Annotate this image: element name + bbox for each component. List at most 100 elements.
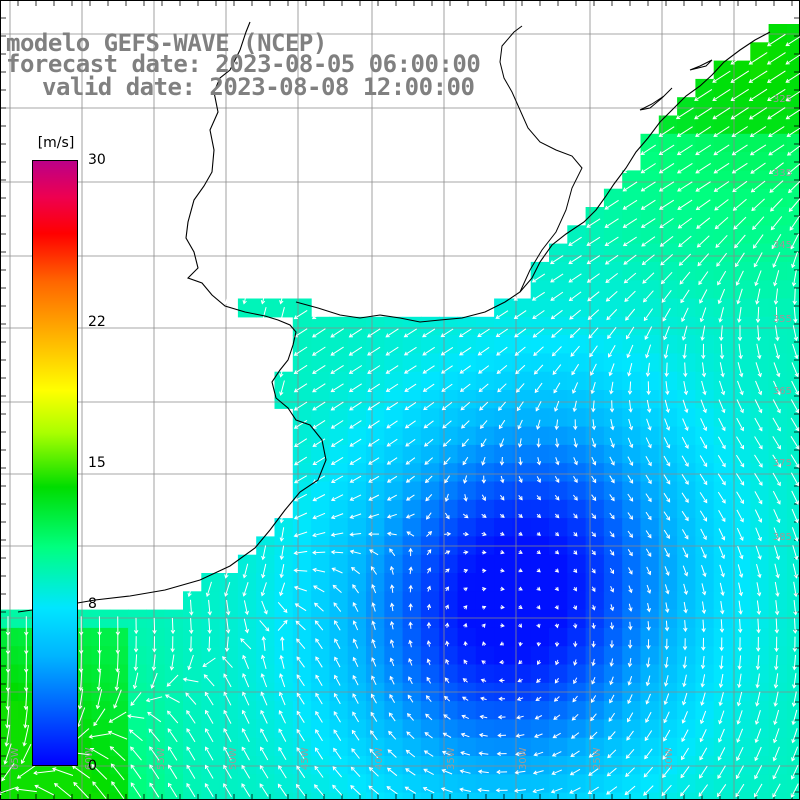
wind-vector xyxy=(348,365,363,374)
latitude-label: 325 xyxy=(773,94,792,105)
wind-speed-cell xyxy=(713,133,733,153)
wind-vector xyxy=(330,328,344,338)
wind-vector xyxy=(591,586,596,593)
wind-vector xyxy=(664,418,671,431)
latitude-label: 365 xyxy=(773,386,792,397)
wind-speed-cell xyxy=(366,609,385,629)
wind-speed-cell xyxy=(530,298,550,318)
wind-speed-cell xyxy=(494,463,513,483)
wind-vector xyxy=(481,660,486,665)
wind-vector xyxy=(97,652,102,673)
wind-vector xyxy=(296,638,306,650)
wind-speed-cell xyxy=(183,701,202,720)
wind-vector xyxy=(731,126,748,138)
wind-vector xyxy=(659,217,674,229)
wind-vector xyxy=(730,70,750,83)
wind-vector xyxy=(386,767,398,777)
wind-speed-cell xyxy=(475,426,495,446)
wind-vector xyxy=(479,714,488,720)
wind-vector xyxy=(442,732,452,738)
wind-vector xyxy=(752,216,765,231)
wind-speed-cell xyxy=(512,737,532,757)
wind-vector xyxy=(403,346,417,356)
wind-speed-cell xyxy=(677,353,696,373)
wind-vector xyxy=(609,456,615,466)
wind-vector xyxy=(5,706,10,729)
wind-speed-cell xyxy=(732,152,751,171)
wind-vector xyxy=(785,90,800,102)
wind-speed-cell xyxy=(768,627,788,647)
wind-vector xyxy=(14,787,37,793)
wind-vector xyxy=(368,494,380,501)
wind-vector xyxy=(330,364,344,374)
wind-vector xyxy=(773,527,781,542)
wind-speed-cell xyxy=(640,316,660,336)
wind-speed-cell xyxy=(164,627,184,647)
wind-speed-cell xyxy=(549,719,568,739)
wind-speed-cell xyxy=(585,646,605,666)
wind-speed-cell xyxy=(457,444,477,464)
wind-speed-cell xyxy=(311,756,330,775)
wind-speed-cell xyxy=(457,499,477,519)
wind-vector xyxy=(477,346,490,356)
wind-vector xyxy=(408,603,413,611)
wind-speed-cell xyxy=(494,756,513,775)
wind-speed-cell xyxy=(677,719,696,739)
wind-speed-cell xyxy=(658,133,678,153)
wind-vector xyxy=(736,691,743,707)
wind-vector xyxy=(371,657,377,667)
wind-speed-cell xyxy=(420,756,440,775)
wind-vector xyxy=(589,731,598,740)
wind-speed-cell xyxy=(256,573,276,592)
wind-vector xyxy=(756,325,761,342)
wind-vector xyxy=(422,365,435,374)
wind-speed-cell xyxy=(128,792,147,800)
wind-speed-cell xyxy=(713,335,733,354)
wind-speed-cell xyxy=(622,426,642,446)
wind-vector xyxy=(279,564,285,579)
wind-speed-cell xyxy=(292,353,312,373)
wind-vector xyxy=(785,54,800,65)
wind-vector xyxy=(625,326,635,340)
wind-speed-cell xyxy=(512,316,532,336)
wind-speed-cell xyxy=(201,737,221,757)
longitude-label: 50W xyxy=(228,747,239,770)
wind-vector xyxy=(664,656,669,669)
wind-speed-cell xyxy=(146,646,166,666)
wind-speed-cell xyxy=(311,353,330,373)
wind-vector xyxy=(223,673,232,688)
wind-vector xyxy=(573,641,578,648)
wind-speed-cell xyxy=(640,280,660,300)
wind-speed-cell xyxy=(128,719,147,739)
wind-speed-cell xyxy=(640,774,660,794)
wind-vector xyxy=(681,325,688,341)
longitude-label: 55W xyxy=(156,747,167,770)
wind-speed-cell xyxy=(658,481,678,501)
wind-speed-cell xyxy=(768,774,788,794)
wind-speed-cell xyxy=(768,78,788,98)
wind-vector xyxy=(748,88,768,102)
wind-speed-cell xyxy=(768,115,788,135)
wind-speed-cell xyxy=(475,719,495,739)
wind-speed-cell xyxy=(603,261,623,281)
wind-speed-cell xyxy=(329,719,349,739)
wind-vector xyxy=(663,455,671,467)
wind-vector xyxy=(700,656,706,670)
wind-speed-cell xyxy=(732,133,751,153)
wind-vector xyxy=(591,640,596,648)
wind-vector xyxy=(658,162,675,174)
wind-speed-cell xyxy=(494,627,513,647)
wind-vector xyxy=(386,475,398,483)
wind-vector xyxy=(680,766,690,779)
wind-speed-cell xyxy=(183,774,202,794)
wind-speed-cell xyxy=(311,774,330,794)
wind-vector xyxy=(622,199,638,210)
wind-speed-cell xyxy=(311,444,330,464)
wind-vector xyxy=(718,417,726,432)
wind-speed-cell xyxy=(786,627,800,647)
wind-vector xyxy=(772,746,780,762)
wind-vector xyxy=(663,693,670,706)
country-border xyxy=(499,25,583,293)
wind-speed-cell xyxy=(402,463,422,483)
wind-speed-cell xyxy=(713,756,733,775)
